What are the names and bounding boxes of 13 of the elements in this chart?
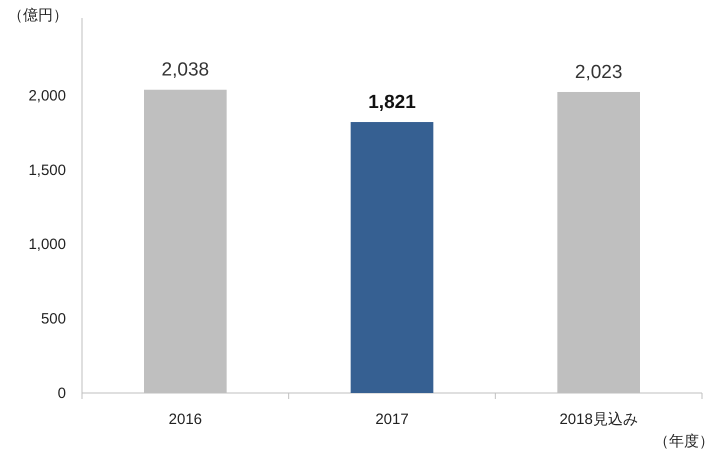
- y-tick-label: 1,000: [28, 236, 66, 254]
- x-tick-label: 2017: [375, 411, 409, 428]
- x-tick-label: 2016: [168, 411, 202, 428]
- y-tick-label: 2,000: [28, 87, 66, 104]
- data-label: 2,038: [162, 60, 210, 81]
- data-label: 2,023: [574, 62, 622, 83]
- y-axis-title: （億円）: [8, 7, 68, 24]
- data-label: 1,821: [368, 92, 416, 114]
- x-axis-title: （年度）: [654, 433, 714, 450]
- y-tick-label: 0: [58, 385, 66, 402]
- x-tick-label: 2018見込み: [559, 411, 638, 428]
- y-tick-label: 1,500: [28, 162, 66, 179]
- y-tick-label: 500: [40, 310, 66, 328]
